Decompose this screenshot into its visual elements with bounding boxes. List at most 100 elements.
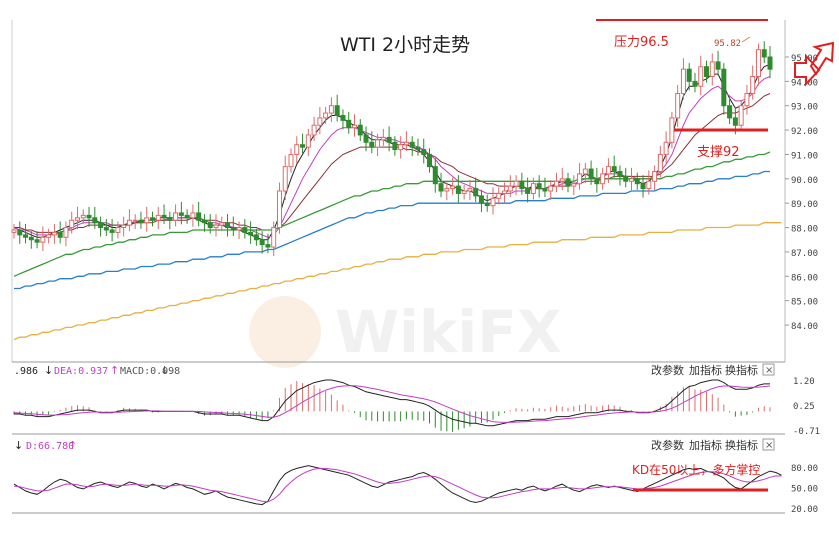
- candle-body: [750, 75, 756, 95]
- candle-body: [253, 234, 259, 241]
- candle-body: [738, 105, 744, 126]
- candle-body: [265, 244, 271, 248]
- candle-body: [709, 61, 715, 77]
- candle-body: [248, 231, 254, 236]
- candle-body: [276, 190, 282, 229]
- kd-tick-label: 20.00: [791, 505, 818, 515]
- candlesticks: [11, 41, 773, 257]
- candle-body: [311, 124, 317, 136]
- price-tick-label: 89.00: [791, 200, 818, 210]
- candle-body: [173, 212, 179, 221]
- candle-body: [236, 227, 242, 231]
- candle-body: [138, 219, 144, 224]
- candle-body: [392, 141, 398, 151]
- kd-k-line: [13, 465, 782, 506]
- candle-body: [692, 80, 698, 87]
- candle-body: [86, 214, 92, 219]
- candle-body: [201, 219, 207, 224]
- candle-body: [219, 222, 225, 226]
- candle-body: [553, 180, 559, 187]
- candle-body: [242, 227, 248, 233]
- kd-d-label: D:66.780: [26, 441, 74, 452]
- kd-panel: ↓ D:66.780 ↑ 改参数 加指标 换指标 × 80.00 50.00 20.…: [12, 438, 818, 515]
- candle-body: [17, 229, 23, 236]
- macd-close-button[interactable]: [762, 363, 775, 376]
- macd-down-arrow-icon: ↓: [44, 364, 53, 377]
- kd-add-indicator-button[interactable]: 加指标: [689, 438, 722, 452]
- candle-body: [300, 144, 306, 148]
- kd-close-icon[interactable]: ×: [765, 440, 773, 451]
- candle-body: [594, 178, 600, 185]
- main-panel: [11, 20, 786, 363]
- candle-body: [519, 180, 525, 190]
- macd-change-params-button[interactable]: 改参数: [651, 363, 684, 377]
- macd-lines: [13, 379, 771, 427]
- price-tick-label: 91.00: [791, 151, 818, 161]
- macd-close-icon[interactable]: ×: [765, 365, 773, 376]
- candle-body: [403, 141, 409, 146]
- macd-value-label: MACD:0.098: [120, 366, 180, 377]
- candle-body: [680, 68, 686, 95]
- candle-body: [715, 61, 721, 70]
- candle-body: [369, 141, 375, 148]
- candle-body: [346, 119, 352, 129]
- kd-switch-indicator-button[interactable]: 换指标: [725, 438, 758, 452]
- candle-body: [646, 180, 652, 190]
- watermark-mark: [249, 296, 321, 368]
- price-tick-label: 88.00: [791, 225, 818, 235]
- candle-body: [530, 183, 536, 194]
- candle-body: [28, 236, 34, 241]
- candle-body: [109, 229, 115, 233]
- candle-body: [386, 136, 392, 143]
- candle-body: [288, 153, 294, 168]
- candle-body: [23, 234, 29, 238]
- chart-title: WTI 2小时走势: [340, 34, 470, 56]
- candle-body: [467, 188, 473, 192]
- candle-body: [548, 185, 554, 192]
- price-tick-label: 94.00: [791, 78, 818, 88]
- candle-body: [577, 173, 583, 185]
- candle-body: [271, 227, 277, 248]
- macd-value-down-arrow-icon: ↓: [160, 364, 169, 377]
- macd-add-indicator-button[interactable]: 加指标: [689, 363, 722, 377]
- kd-close-button[interactable]: [762, 438, 775, 451]
- candle-body: [196, 212, 202, 221]
- macd-histogram: [13, 381, 771, 432]
- candle-body: [507, 185, 513, 192]
- candle-body: [398, 144, 404, 151]
- candle-body: [675, 93, 681, 119]
- kd-up-arrow-icon: ↑: [68, 439, 77, 452]
- candle-body: [484, 202, 490, 207]
- candle-body: [432, 166, 438, 185]
- candle-body: [207, 222, 213, 229]
- candle-body: [409, 141, 415, 148]
- candle-body: [282, 166, 288, 192]
- candle-body: [502, 190, 508, 194]
- dea-up-arrow-icon: ↑: [110, 364, 119, 377]
- watermark-text: WikiFX: [335, 298, 562, 366]
- watermark-logo: WikiFX: [249, 296, 562, 368]
- candle-body: [421, 149, 427, 155]
- candle-body: [103, 227, 109, 231]
- candle-body: [686, 68, 692, 82]
- candle-body: [571, 183, 577, 187]
- candle-body: [721, 68, 727, 107]
- resistance-label: 压力96.5: [614, 35, 669, 50]
- candle-body: [150, 217, 156, 221]
- candle-body: [525, 188, 531, 194]
- macd-switch-indicator-button[interactable]: 换指标: [725, 363, 758, 377]
- support-label: 支撑92: [697, 145, 740, 160]
- price-tick-label: 93.00: [791, 103, 818, 113]
- dea-label: DEA:0.937: [54, 366, 108, 377]
- candle-body: [184, 214, 190, 219]
- kd-change-params-button[interactable]: 改参数: [651, 438, 684, 452]
- candle-body: [323, 112, 329, 119]
- candle-body: [617, 171, 623, 177]
- candle-body: [132, 219, 138, 222]
- ma-line-2: [13, 76, 771, 238]
- candle-body: [305, 134, 311, 148]
- kd-d-line: [13, 467, 782, 503]
- candle-body: [230, 227, 236, 231]
- candle-body: [628, 178, 634, 182]
- candle-body: [98, 222, 104, 229]
